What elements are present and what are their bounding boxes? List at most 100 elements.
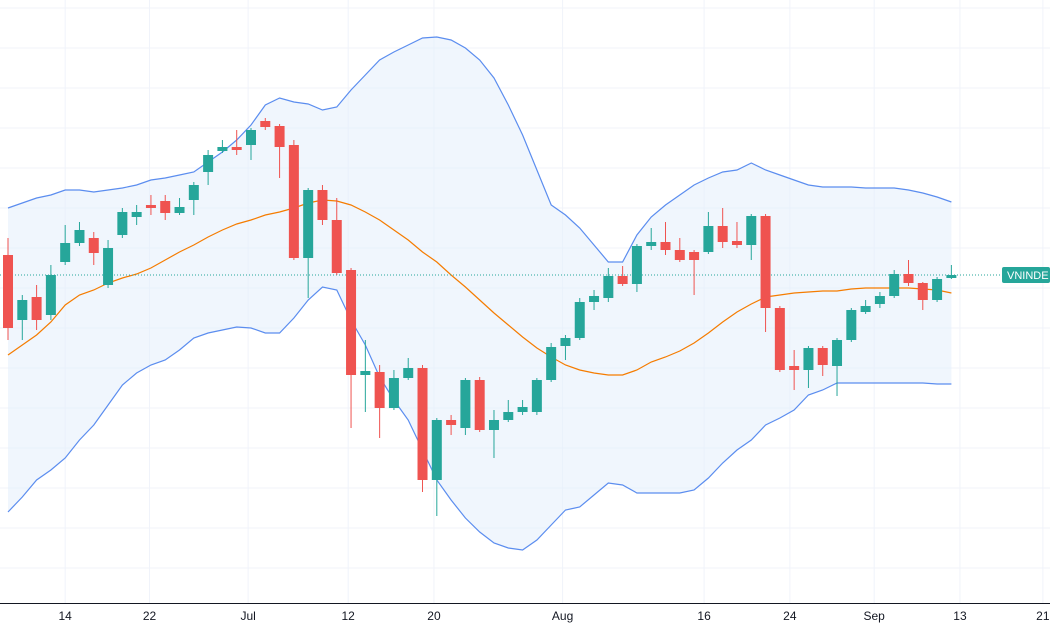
candle-body — [660, 242, 671, 250]
candle — [231, 130, 242, 155]
candle-body — [417, 368, 428, 480]
candle-body — [117, 212, 128, 235]
x-tick-label: 24 — [783, 609, 797, 623]
candle-body — [731, 241, 742, 245]
candle-body — [103, 248, 114, 285]
candle — [74, 222, 85, 246]
candle — [631, 244, 642, 292]
candle — [388, 370, 399, 410]
candle — [932, 277, 943, 302]
candle — [203, 150, 214, 185]
candle-body — [717, 226, 728, 242]
candle — [874, 292, 885, 308]
candle-body — [846, 310, 857, 340]
price-label-box — [1002, 267, 1050, 283]
candle — [646, 228, 657, 250]
candle-body — [446, 420, 457, 425]
candle-body — [431, 420, 442, 480]
candle-body — [517, 407, 528, 412]
candle-body — [388, 378, 399, 408]
candle — [832, 338, 843, 396]
candle — [674, 238, 685, 262]
candle — [660, 222, 671, 255]
candle-body — [932, 279, 943, 300]
x-tick-label: 13 — [953, 609, 967, 623]
candle-body — [131, 212, 142, 217]
candle-body — [460, 380, 471, 428]
candle — [460, 378, 471, 435]
candle — [217, 140, 228, 153]
candle-body — [589, 296, 600, 302]
candle-body — [374, 372, 385, 408]
candle — [488, 410, 499, 458]
upper-band — [7, 36, 952, 263]
lower-band — [7, 286, 952, 551]
candle-body — [303, 190, 314, 258]
candle — [188, 182, 199, 215]
candle — [617, 266, 628, 286]
candle-body — [60, 243, 71, 262]
middle-band — [7, 199, 952, 376]
candle — [946, 265, 957, 279]
candle-body — [174, 207, 185, 213]
candle — [817, 346, 828, 376]
candle-body — [260, 121, 271, 127]
candle-body — [689, 252, 700, 260]
candle — [731, 222, 742, 248]
candle-body — [488, 420, 499, 430]
candle — [689, 250, 700, 295]
candle — [560, 335, 571, 360]
candle — [160, 195, 171, 220]
candle-body — [17, 300, 28, 320]
candle-body — [803, 348, 814, 370]
candle — [45, 265, 56, 320]
candle — [546, 343, 557, 382]
x-tick-label: 16 — [697, 609, 711, 623]
candle — [589, 290, 600, 310]
candle-body — [674, 250, 685, 260]
candle — [117, 208, 128, 238]
candle-body — [631, 246, 642, 284]
candle-body — [617, 276, 628, 284]
candle-body — [603, 276, 614, 298]
candle-body — [45, 275, 56, 315]
candle-body — [74, 230, 85, 243]
candle-body — [217, 147, 228, 151]
candle — [245, 128, 256, 160]
candle — [403, 358, 414, 380]
candle — [317, 185, 328, 225]
candle-body — [3, 255, 14, 328]
candle — [360, 340, 371, 412]
candle — [331, 198, 342, 275]
candle — [917, 282, 928, 310]
x-tick-label: 21 — [1036, 609, 1050, 623]
x-tick-label: 14 — [58, 609, 72, 623]
candle-body — [703, 226, 714, 252]
candle-body — [560, 338, 571, 346]
candle — [789, 350, 800, 390]
candle — [903, 260, 914, 286]
candle-body — [789, 366, 800, 370]
candle-body — [889, 274, 900, 296]
candle — [260, 118, 271, 130]
candle — [274, 124, 285, 178]
candle-body — [160, 201, 171, 213]
candle — [717, 208, 728, 248]
candle-body — [145, 205, 156, 208]
candle-body — [288, 145, 299, 258]
candle — [746, 214, 757, 260]
candle — [860, 300, 871, 314]
x-tick-label: 12 — [342, 609, 356, 623]
candle-body — [874, 296, 885, 304]
candle — [803, 346, 814, 388]
x-tick-label: 20 — [427, 609, 441, 623]
candle-body — [203, 155, 214, 172]
candle — [431, 418, 442, 516]
x-tick-label: Aug — [552, 609, 573, 623]
candle-body — [860, 306, 871, 312]
candle-body — [346, 270, 357, 375]
candle-body — [817, 348, 828, 365]
candle — [760, 214, 771, 332]
candle — [145, 195, 156, 215]
